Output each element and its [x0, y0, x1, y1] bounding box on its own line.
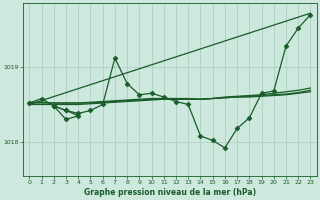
X-axis label: Graphe pression niveau de la mer (hPa): Graphe pression niveau de la mer (hPa) [84, 188, 256, 197]
